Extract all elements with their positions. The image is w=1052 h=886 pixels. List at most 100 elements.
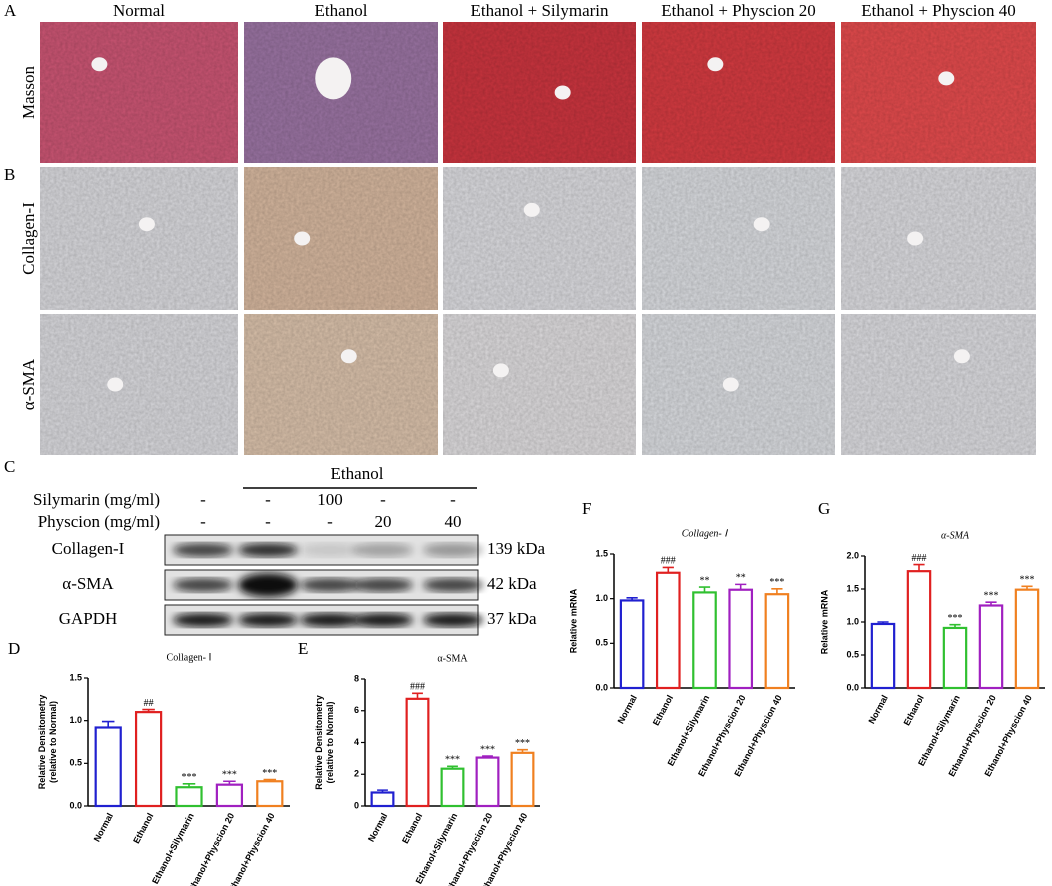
bar [215,783,244,808]
micrograph-texture [841,167,1036,310]
group-label: Ethanol [331,464,384,483]
error-bar [771,588,783,595]
y-tick-label: 0.5 [846,649,859,659]
y-tick-label: 0 [354,800,359,810]
y-tick-label: 4 [354,737,359,747]
protein-size: 139 kDa [487,539,546,558]
micrograph-texture [40,314,238,455]
y-tick-label: 1.5 [595,548,608,558]
vessel [523,202,540,217]
micrograph-texture [40,22,238,163]
significance: ** [700,575,710,586]
column-header: Ethanol + Physcion 20 [661,1,816,20]
micrograph-texture [841,22,1036,163]
significance: *** [222,770,237,781]
bar [405,697,430,808]
bar [370,791,395,808]
vessel [707,57,724,72]
error-bar [1021,585,1033,590]
significance: *** [984,590,999,601]
y-tick-label: 0.5 [69,758,82,768]
blot-band [423,613,483,627]
y-axis-label: Relative Densitometry [314,695,324,790]
condition-value: - [200,490,206,509]
row-label: Masson [19,66,38,119]
blot-band [300,543,360,557]
significance: *** [262,768,277,779]
micrograph-texture [841,314,1036,455]
bar [870,622,896,690]
blot-band [173,578,233,592]
row-label: Collagen-I [19,202,38,275]
x-tick-label: Ethanol [131,811,155,845]
x-tick-label: Normal [866,693,889,725]
significance: *** [182,772,197,783]
condition-name: Physcion (mg/ml) [38,512,160,531]
x-tick-label: Ethanol+Physcion 40 [225,811,276,886]
condition-value: - [380,490,386,509]
vessel [907,231,924,246]
bar [510,751,535,808]
vessel [554,85,571,100]
y-tick-label: 0.0 [846,682,859,692]
significance: ### [410,682,425,693]
condition-name: Silymarin (mg/ml) [33,490,160,509]
bar [978,604,1004,690]
bar [906,570,932,690]
panel-label: B [4,165,15,184]
x-tick-label: Ethanol+Silymarin [150,811,196,885]
blot-band [353,613,413,627]
significance: *** [515,738,530,749]
blot-band [300,613,360,627]
y-tick-label: 0.5 [595,638,608,648]
micrograph-texture [244,167,438,310]
condition-value: - [265,490,271,509]
error-bar [985,601,997,606]
micrograph-texture [443,22,636,163]
panel-label: D [8,639,20,658]
y-tick-label: 1.0 [595,593,608,603]
protein-name: GAPDH [59,609,118,628]
column-header: Ethanol + Silymarin [470,1,609,20]
bar [942,626,968,690]
y-tick-label: 1.5 [69,672,82,682]
bar [475,756,500,808]
x-tick-label: Ethanol [651,693,675,727]
blot-band [300,578,360,592]
error-bar [101,720,115,728]
error-bar [662,566,674,573]
bar [256,780,284,808]
chart-title: α-SMA [941,530,970,541]
blot-band [238,573,298,597]
protein-size: 37 kDa [487,609,537,628]
y-tick-label: 2.0 [846,550,859,560]
blot-band [423,578,483,592]
y-axis-label: Relative mRNA [819,589,829,654]
y-axis-label: Relative mRNA [568,588,578,653]
chart-title: α-SMA [437,653,468,664]
y-tick-label: 0.0 [595,682,608,692]
y-tick-label: 6 [354,705,359,715]
micrograph-texture [244,314,438,455]
panel-label: C [4,457,15,476]
y-tick-label: 1.0 [69,715,82,725]
vessel [340,349,357,364]
chart-title: Collagen- Ⅰ [167,652,212,663]
error-bar [263,778,277,782]
vessel [953,349,970,364]
y-axis-label: Relative Densitometry [37,695,47,790]
micrograph-texture [642,167,835,310]
x-tick-label: Ethanol+Physcion 20 [185,811,236,886]
blot-band [353,543,413,557]
protein-name: α-SMA [62,574,114,593]
x-tick-label: Normal [92,811,115,843]
error-bar [447,765,458,769]
x-tick-label: Normal [366,811,389,843]
micrograph-texture [40,167,238,310]
vessel [938,71,955,86]
panel-label: E [298,639,308,658]
blot-band [173,543,233,557]
vessel [722,377,739,392]
y-axis-label: (relative to Normal) [325,701,335,783]
bar [94,726,122,808]
